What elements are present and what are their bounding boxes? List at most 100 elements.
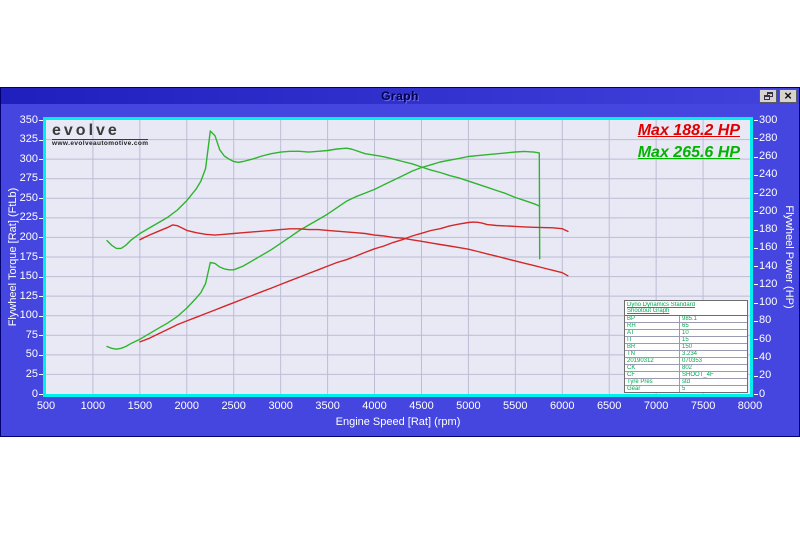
info-table-row-label: RH <box>627 323 636 329</box>
restore-window-button[interactable] <box>759 89 777 103</box>
y-axis-left-tick-mark <box>39 315 43 317</box>
x-axis-tick-label: 3500 <box>315 400 340 412</box>
y-axis-left-tick-mark <box>39 198 43 200</box>
y-axis-right-tick-label: 60 <box>759 332 772 345</box>
x-axis-tick-label: 5500 <box>503 400 528 412</box>
y-axis-left-tick-mark <box>39 120 43 121</box>
y-axis-left-tick-label: 350 <box>19 113 38 126</box>
y-axis-right-tick-label: 160 <box>759 241 778 254</box>
info-table-row-value: 65 <box>679 323 747 329</box>
y-axis-right-tick-label: 0 <box>759 387 766 400</box>
close-icon: × <box>784 88 792 103</box>
y-axis-right-tick-mark <box>754 193 758 195</box>
info-table-row-value: SHOOT_4F <box>679 372 747 378</box>
y-axis-left-tick-label: 300 <box>19 152 38 165</box>
y-axis-right-tick-label: 80 <box>759 314 772 327</box>
y-axis-left-tick-mark <box>39 159 43 161</box>
y-axis-right-tick-mark <box>754 357 758 359</box>
y-axis-right-tick-mark <box>754 174 758 176</box>
series-green-right <box>106 150 541 350</box>
run-info-rows: BP 985.1 RH 65 AT 10 IT 15 BR 150 TN 3.234 20190312 0… <box>625 316 747 392</box>
y-axis-right-tick-mark <box>754 302 758 304</box>
info-table-row-label: TN <box>627 351 635 357</box>
y-axis-left-tick-label: 325 <box>19 133 38 146</box>
info-table-row-label: CF <box>627 372 635 378</box>
info-table-row: AT 10 <box>625 330 747 337</box>
info-table-row: 20190312 070353 <box>625 358 747 365</box>
x-axis-tick-label: 8000 <box>737 400 763 412</box>
info-table-row: BR 150 <box>625 344 747 351</box>
info-table-row: BP 985.1 <box>625 316 747 323</box>
y-axis-right-tick-label: 100 <box>759 296 778 309</box>
max-power-annotations: Max 188.2 HP Max 265.6 HP <box>638 120 740 164</box>
y-axis-right-tick-mark <box>754 120 758 121</box>
y-axis-right-tick-mark <box>754 211 758 213</box>
x-axis-tick-label: 4000 <box>362 400 387 412</box>
y-axis-right-tick-label: 120 <box>759 277 778 290</box>
info-table-row-value: 5 <box>679 386 747 392</box>
info-table-row-label: AT <box>627 330 635 336</box>
y-axis-right-tick-mark <box>754 320 758 322</box>
run-info-header-line1: Dyno Dynamics Standard <box>627 302 696 308</box>
x-axis-tick-label: 3000 <box>268 400 293 412</box>
dyno-plot-area: evolve www.evolveautomotive.com Max 188.… <box>43 117 753 397</box>
x-axis-tick-label: 4500 <box>409 400 434 412</box>
y-axis-left-tick-label: 50 <box>25 348 38 361</box>
x-axis-tick-label: 7500 <box>690 400 716 412</box>
info-table-row: TN 3.234 <box>625 351 747 358</box>
info-table-row-value: 070353 <box>679 358 747 364</box>
info-table-row-value: std <box>679 379 747 385</box>
y-axis-left-tick-mark <box>39 394 43 395</box>
y-axis-left-tick-label: 200 <box>19 230 38 243</box>
info-table-row-value: 3.234 <box>679 351 747 357</box>
info-table-row-label: Gear <box>627 386 641 392</box>
y-axis-left-tick-label: 75 <box>25 328 38 341</box>
info-table-row-label: 20190312 <box>627 358 654 364</box>
run-info-table: Dyno Dynamics Standard Shootout Graph BP… <box>624 300 748 393</box>
y-axis-right-title: Flywheel Power (HP) <box>783 205 795 309</box>
titlebar-buttons: × <box>759 89 797 103</box>
y-axis-right-tick-mark <box>754 339 758 341</box>
y-axis-left-tick-mark <box>39 257 43 258</box>
y-axis-left-tick-label: 25 <box>25 367 38 380</box>
y-axis-left-tick-mark <box>39 354 43 356</box>
info-table-row-label: Tyre Pres <box>627 379 653 385</box>
x-axis-tick-label: 5000 <box>456 400 481 412</box>
evolve-logo-text: evolve <box>52 123 149 140</box>
close-window-button[interactable]: × <box>779 89 797 103</box>
y-axis-left-tick-mark <box>39 178 43 180</box>
series-red-right <box>139 221 569 343</box>
info-table-row-value: 985.1 <box>679 316 747 322</box>
restore-icon <box>763 92 773 100</box>
window-titlebar[interactable]: Graph × <box>1 88 799 104</box>
x-axis-tick-label: 500 <box>36 400 56 412</box>
info-table-row-label: CK <box>627 365 636 371</box>
x-axis-tick-label: 2500 <box>221 400 246 412</box>
y-axis-left-tick-mark <box>39 139 43 141</box>
y-axis-right-tick-label: 280 <box>759 131 778 144</box>
series-red-left <box>139 224 569 277</box>
y-axis-left-tick-mark <box>39 276 43 278</box>
evolve-logo-url: www.evolveautomotive.com <box>52 140 149 147</box>
x-axis-tick-label: 6000 <box>550 400 575 412</box>
run-info-header: Dyno Dynamics Standard Shootout Graph <box>625 301 747 316</box>
x-axis-tick-label: 1500 <box>127 400 153 412</box>
info-table-row-label: IT <box>627 337 633 343</box>
y-axis-left-title: Flywheel Torque [Rat] (FtLb) <box>7 187 19 327</box>
run-info-header-line2: Shootout Graph <box>627 308 670 314</box>
y-axis-left-tick-label: 0 <box>31 387 38 400</box>
y-axis-left-tick-label: 275 <box>19 172 38 185</box>
y-axis-left-tick-mark <box>39 237 43 239</box>
y-axis-left-tick-mark <box>39 335 43 337</box>
info-table-row-value: 10 <box>679 330 747 336</box>
y-axis-right-tick-label: 180 <box>759 223 778 236</box>
y-axis-right-tick-label: 220 <box>759 186 778 199</box>
info-table-row: Tyre Pres std <box>625 379 747 386</box>
x-axis-tick-label: 1000 <box>80 400 106 412</box>
info-table-row-value: 802 <box>679 365 747 371</box>
info-table-row: Gear 5 <box>625 386 747 392</box>
y-axis-right-tick-mark <box>754 284 758 286</box>
window-title: Graph <box>381 89 419 103</box>
max-power-run2-label: Max 265.6 HP <box>637 144 740 161</box>
series-green-left <box>106 130 541 250</box>
